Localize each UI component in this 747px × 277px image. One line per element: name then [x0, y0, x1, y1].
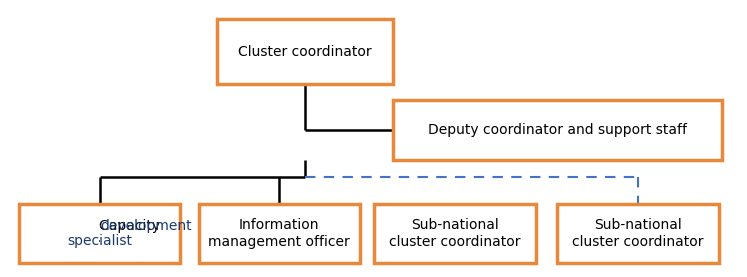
- Text: Capacity: Capacity: [99, 219, 165, 233]
- Text: development: development: [100, 219, 192, 233]
- Text: Sub-national
cluster coordinator: Sub-national cluster coordinator: [572, 218, 704, 248]
- Text: Sub-national
cluster coordinator: Sub-national cluster coordinator: [389, 218, 521, 248]
- Text: Cluster coordinator: Cluster coordinator: [238, 45, 371, 59]
- Text: Capacity development: Capacity development: [0, 276, 1, 277]
- Text: Information
management officer: Information management officer: [208, 218, 350, 248]
- FancyBboxPatch shape: [199, 204, 360, 263]
- FancyBboxPatch shape: [19, 204, 180, 263]
- FancyBboxPatch shape: [374, 204, 536, 263]
- FancyBboxPatch shape: [557, 204, 719, 263]
- Text: Deputy coordinator and support staff: Deputy coordinator and support staff: [428, 123, 687, 137]
- FancyBboxPatch shape: [393, 101, 722, 160]
- FancyBboxPatch shape: [217, 19, 393, 84]
- Text: specialist: specialist: [67, 234, 132, 248]
